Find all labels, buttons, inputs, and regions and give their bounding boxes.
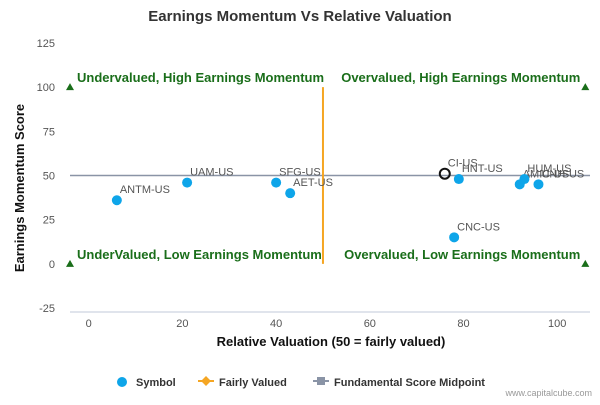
y-axis-label: Earnings Momentum Score	[12, 104, 27, 272]
legend-item-symbol[interactable]: Symbol	[117, 377, 176, 389]
quadrant-label: Overvalued, High Earnings Momentum	[341, 70, 580, 85]
y-tick-label: 50	[43, 171, 55, 183]
legend-symbol-label: Symbol	[136, 377, 176, 389]
data-point[interactable]: AET-US	[285, 177, 333, 199]
point-label: HNT-US	[462, 163, 503, 175]
y-tick-label: -25	[39, 303, 55, 315]
x-tick-label: 60	[364, 318, 376, 330]
point-marker	[182, 177, 193, 188]
legend-fairly-valued-label: Fairly Valued	[219, 377, 287, 389]
y-tick-label: 100	[37, 82, 55, 94]
point-label: CNC-US	[457, 221, 500, 233]
point-label: AMIC-US	[523, 168, 569, 180]
point-label: UNH-US	[541, 168, 584, 180]
y-tick-label: 75	[43, 126, 55, 138]
legend: Symbol Fairly Valued Fundamental Score M…	[117, 376, 485, 389]
point-label: UAM-US	[190, 167, 233, 179]
data-point[interactable]: CNC-US	[449, 221, 500, 243]
point-marker	[271, 177, 282, 188]
point-marker	[453, 174, 464, 185]
point-label: ANTM-US	[120, 184, 170, 196]
quadrant-marker-icon	[66, 259, 74, 267]
chart-title: Earnings Momentum Vs Relative Valuation	[148, 8, 451, 25]
quadrant-label: UnderValued, Low Earnings Momentum	[77, 247, 322, 262]
legend-item-midpoint[interactable]: Fundamental Score Midpoint	[313, 377, 485, 389]
legend-item-fairly-valued[interactable]: Fairly Valued	[198, 376, 287, 389]
quadrant-label: Overvalued, Low Earnings Momentum	[344, 247, 580, 262]
x-tick-label: 80	[457, 318, 469, 330]
data-point[interactable]: UAM-US	[182, 167, 234, 188]
x-tick-label: 20	[176, 318, 188, 330]
legend-symbol-marker	[117, 377, 127, 387]
y-tick-label: 0	[49, 259, 55, 271]
quadrant-labels: Undervalued, High Earnings Momentum Overv…	[66, 70, 590, 267]
quadrant-marker-icon	[581, 259, 590, 267]
quadrant-marker-icon	[581, 83, 590, 91]
point-marker	[111, 195, 122, 206]
data-point[interactable]: SFG-US	[271, 167, 321, 188]
y-axis-ticks: -25 0 25 50 75 100 125	[37, 38, 55, 315]
point-label: AET-US	[293, 177, 333, 189]
data-point[interactable]: CI-US	[438, 158, 478, 180]
quadrant-marker-icon	[66, 83, 74, 91]
data-point[interactable]: HNT-US	[453, 163, 503, 185]
point-marker	[533, 179, 544, 190]
y-tick-label: 25	[43, 215, 55, 227]
point-marker	[285, 188, 296, 199]
y-tick-label: 125	[37, 38, 55, 50]
point-label: HUM-US	[527, 163, 571, 175]
x-axis-ticks: 0 20 40 60 80 100	[86, 318, 567, 330]
x-tick-label: 0	[86, 318, 92, 330]
data-point[interactable]: HUM-US	[519, 163, 571, 185]
point-label: CI-US	[448, 158, 478, 170]
point-marker-selected	[438, 167, 451, 180]
quadrant-label: Undervalued, High Earnings Momentum	[77, 70, 324, 85]
legend-fairly-valued-marker	[201, 376, 211, 386]
point-marker	[449, 232, 460, 243]
x-tick-label: 100	[548, 318, 566, 330]
x-axis-label: Relative Valuation (50 = fairly valued)	[217, 334, 446, 349]
point-marker	[519, 174, 530, 185]
legend-midpoint-label: Fundamental Score Midpoint	[334, 377, 485, 389]
data-point[interactable]: ANTM-US	[111, 184, 170, 206]
watermark: www.capitalcube.com	[504, 388, 592, 398]
data-point[interactable]: UNH-US	[533, 168, 584, 190]
legend-midpoint-marker	[317, 377, 325, 385]
point-label: SFG-US	[279, 167, 321, 179]
x-tick-label: 40	[270, 318, 282, 330]
